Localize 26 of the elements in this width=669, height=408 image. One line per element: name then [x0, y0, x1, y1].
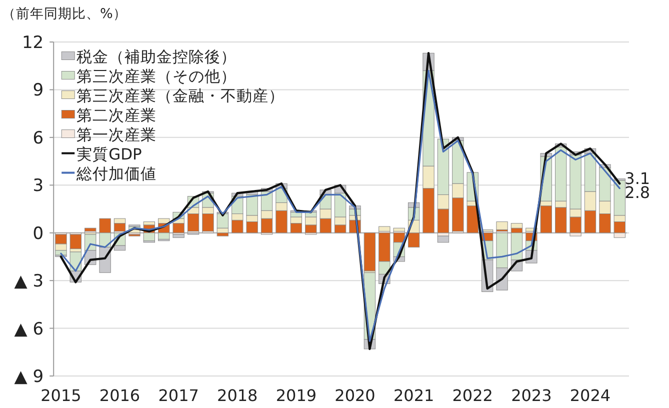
legend-label: 税金（補助金控除後） [76, 48, 237, 66]
legend-label: 実質GDP [76, 145, 142, 164]
y-tick-label: 6 [32, 128, 44, 148]
legend-label: 総付加価値 [76, 164, 157, 183]
x-tick-label: 2017 [158, 386, 199, 405]
y-tick-label: ▲ 3 [14, 272, 44, 292]
x-tick-label: 2020 [334, 386, 376, 405]
x-tick-label: 2016 [99, 386, 140, 405]
x-tick-label: 2015 [40, 386, 82, 405]
y-axis-title: （前年同期比、%） [2, 6, 127, 22]
y-tick-label: ▲ 9 [14, 367, 44, 387]
x-tick-label: 2019 [276, 386, 317, 405]
y-tick-label: 3 [32, 176, 44, 196]
legend-label: 第三次産業（その他） [76, 67, 237, 86]
x-tick-label: 2022 [452, 386, 493, 405]
legend-label: 第三次産業（金融・不動産） [76, 86, 285, 105]
legend-label: 第二次産業 [76, 106, 157, 124]
x-tick-label: 2018 [217, 386, 258, 405]
y-tick-label: ▲ 6 [14, 319, 44, 340]
x-tick-label: 2021 [393, 386, 434, 405]
y-tick-label: 12 [22, 33, 44, 53]
legend-label: 第一次産業 [76, 126, 157, 144]
x-tick-label: 2024 [570, 386, 611, 405]
y-tick-label: 9 [32, 80, 44, 101]
x-tick-label: 2023 [511, 386, 552, 405]
y-tick-label: 0 [32, 224, 44, 244]
